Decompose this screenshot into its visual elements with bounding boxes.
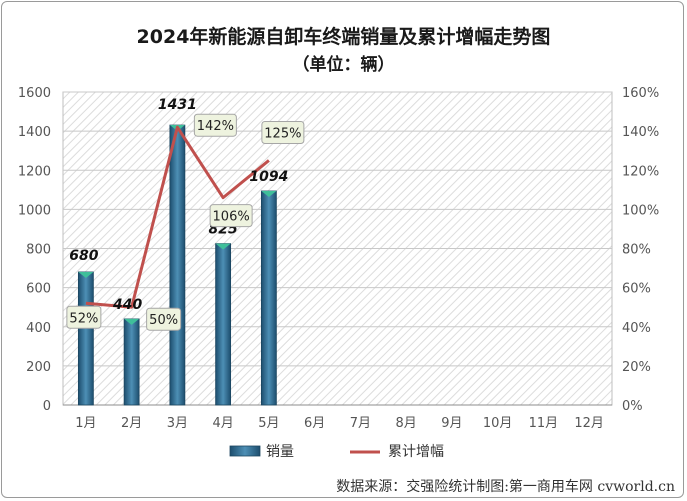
legend-swatch-bar [229, 445, 261, 457]
bar [123, 318, 140, 406]
growth-value-label: 106% [213, 210, 250, 225]
y-left-tick-label: 200 [26, 360, 51, 375]
y-right-tick-label: 60% [622, 282, 651, 297]
bar-value-label: 1094 [249, 169, 288, 185]
bar-cap [78, 271, 94, 278]
y-right-tick-label: 0% [622, 399, 643, 414]
y-right-tick-label: 120% [622, 164, 659, 179]
chart-title: 2024年新能源自卸车终端销量及累计增幅走势图 [136, 26, 551, 48]
x-tick-label: 8月 [395, 416, 416, 431]
y-left-tick-label: 1600 [18, 86, 51, 101]
x-tick-label: 10月 [483, 416, 513, 431]
bar [215, 243, 232, 406]
growth-label-box [261, 120, 305, 144]
growth-label-box [193, 113, 237, 137]
y-left-tick-label: 800 [26, 243, 51, 258]
x-tick-label: 5月 [258, 416, 279, 431]
y-right-tick-label: 80% [622, 243, 651, 258]
y-left-tick-label: 1400 [18, 125, 51, 140]
data-source: 数据来源：交强险统计制图:第一商用车网 cvworld.cn [336, 479, 675, 495]
y-right-tick-label: 140% [622, 125, 659, 140]
bar [260, 190, 277, 406]
legend-label-bar: 销量 [266, 444, 294, 460]
bar-cap [124, 318, 140, 325]
y-right-tick-label: 100% [622, 203, 659, 218]
y-right-tick-label: 160% [622, 86, 659, 101]
legend-label-line: 累计增幅 [388, 444, 444, 460]
growth-label-box [146, 307, 182, 331]
growth-value-label: 52% [69, 311, 98, 326]
x-tick-label: 11月 [529, 416, 559, 431]
growth-value-label: 50% [149, 313, 178, 328]
bar [77, 271, 94, 406]
y-left-tick-label: 1000 [18, 203, 51, 218]
growth-line [85, 125, 270, 309]
growth-value-label: 125% [264, 126, 301, 141]
x-tick-label: 4月 [212, 416, 233, 431]
y-left-tick-label: 0 [43, 399, 51, 414]
growth-label-box [66, 305, 102, 329]
x-tick-label: 2月 [121, 416, 142, 431]
y-left-tick-label: 400 [26, 321, 51, 336]
bar-value-label: 680 [69, 248, 98, 264]
y-right-tick-label: 40% [622, 321, 651, 336]
growth-label-box [209, 204, 253, 228]
x-tick-label: 1月 [75, 416, 96, 431]
bar-value-label: 1431 [158, 97, 197, 113]
x-tick-label: 9月 [441, 416, 462, 431]
x-tick-label: 12月 [574, 416, 604, 431]
y-left-tick-label: 1200 [18, 164, 51, 179]
x-tick-label: 7月 [350, 416, 371, 431]
y-right-tick-label: 20% [622, 360, 651, 375]
bar [169, 124, 186, 406]
bar-cap [215, 243, 231, 250]
bar-cap [261, 190, 277, 197]
growth-value-label: 142% [197, 119, 234, 134]
y-left-tick-label: 600 [26, 282, 51, 297]
x-tick-label: 6月 [304, 416, 325, 431]
chart-subtitle: （单位：辆） [292, 55, 395, 75]
x-tick-label: 3月 [167, 416, 188, 431]
bar-value-label: 440 [112, 297, 142, 313]
